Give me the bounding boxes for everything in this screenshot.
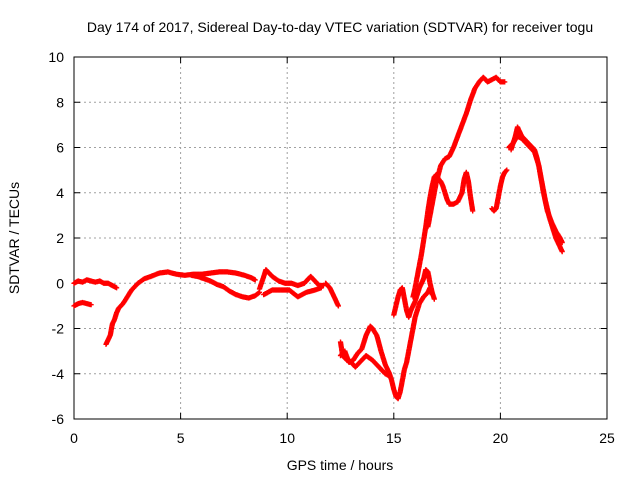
- y-tick-label: 0: [56, 275, 64, 291]
- chart-title: Day 174 of 2017, Sidereal Day-to-day VTE…: [87, 19, 593, 35]
- data-point: [504, 167, 510, 173]
- y-tick-label: 8: [56, 94, 64, 110]
- y-tick-label: 2: [56, 230, 64, 246]
- data-point: [114, 285, 120, 291]
- y-tick-label: -6: [52, 411, 65, 427]
- x-tick-label: 15: [386, 430, 402, 446]
- x-tick-label: 5: [177, 430, 185, 446]
- y-tick-label: -2: [52, 321, 65, 337]
- data-series: [261, 285, 324, 300]
- x-axis-label: GPS time / hours: [287, 457, 394, 473]
- data-point: [470, 208, 476, 214]
- data-point: [88, 302, 94, 308]
- data-series: [188, 272, 263, 301]
- data-series: [71, 277, 120, 291]
- data-point: [335, 303, 341, 309]
- ticks: [73, 56, 608, 420]
- y-tick-labels: -6 -4 -2 0 2 4 6 8 10: [48, 49, 64, 427]
- data-point: [559, 249, 565, 255]
- grid: [74, 57, 607, 419]
- data-point: [318, 285, 324, 291]
- data-series: [256, 267, 326, 292]
- y-tick-label: 6: [56, 140, 64, 156]
- data-point: [502, 79, 508, 85]
- x-tick-labels: 0 5 10 15 20 25: [70, 430, 615, 446]
- y-axis-label: SDTVAR / TECUs: [6, 182, 22, 294]
- y-tick-label: 10: [48, 49, 64, 65]
- x-tick-label: 25: [599, 430, 615, 446]
- data-series: [410, 169, 476, 300]
- x-tick-label: 10: [279, 430, 295, 446]
- data-point: [559, 239, 565, 246]
- x-tick-label: 0: [70, 430, 78, 446]
- data-series: [506, 133, 565, 246]
- data-point: [252, 277, 258, 283]
- x-tick-label: 20: [493, 430, 509, 446]
- data-series: [391, 267, 437, 320]
- data-series: [337, 285, 435, 402]
- y-tick-label: -4: [52, 366, 65, 382]
- data-series: [489, 167, 510, 214]
- data-points: [71, 74, 565, 402]
- data-series: [425, 74, 508, 230]
- data-series: [323, 280, 341, 309]
- data-point: [431, 296, 437, 302]
- data-series: [71, 299, 94, 309]
- y-tick-label: 4: [56, 185, 64, 201]
